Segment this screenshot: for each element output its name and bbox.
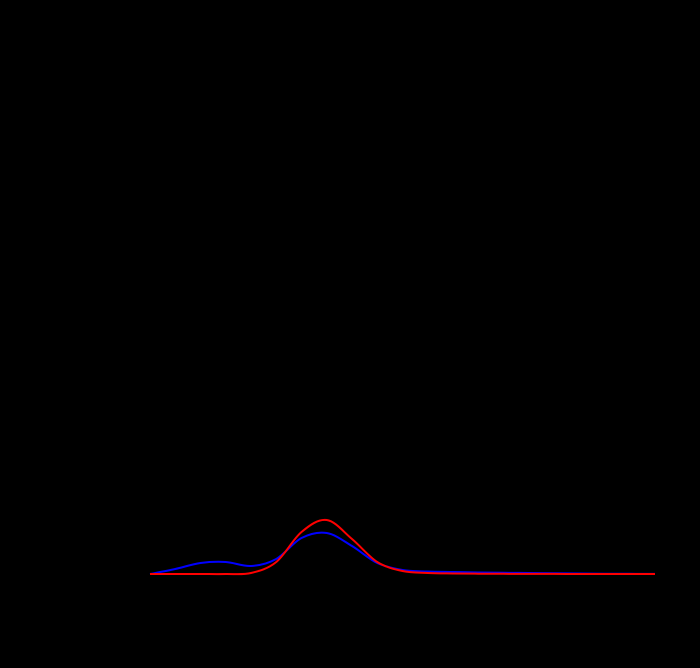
series-line-red — [150, 518, 655, 576]
series-layer — [149, 518, 656, 576]
